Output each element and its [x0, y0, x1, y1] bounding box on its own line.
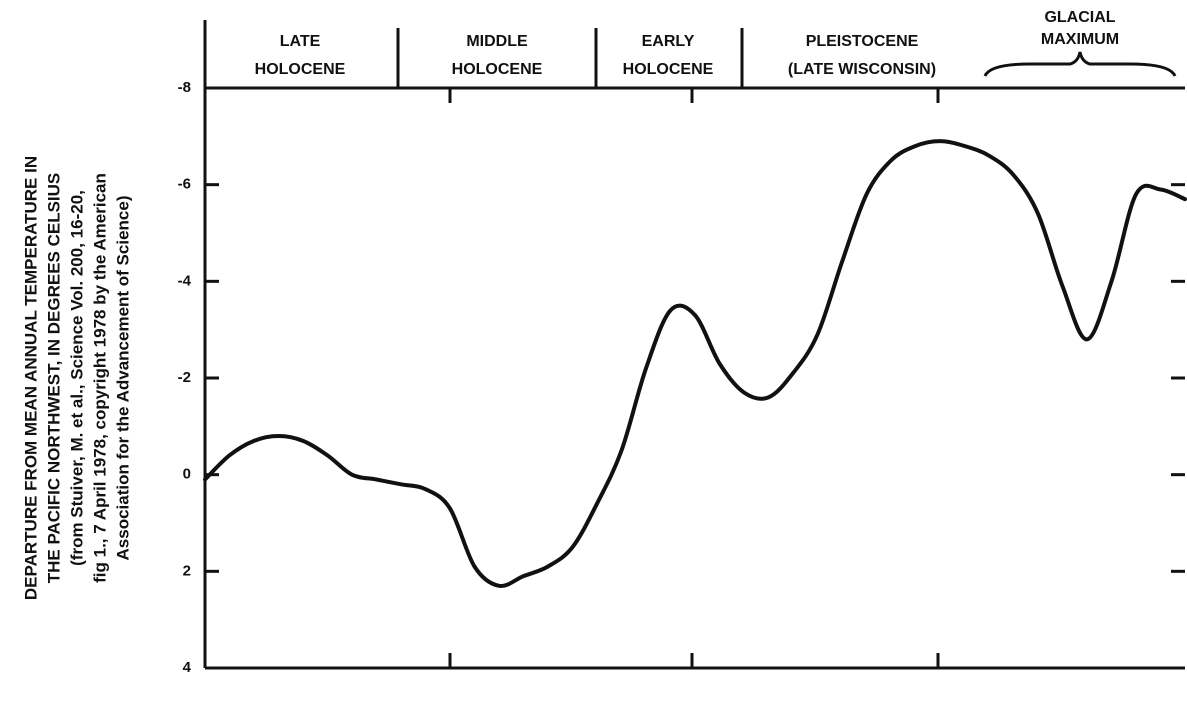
y-axis-label: Association for the Advancement of Scien…	[113, 196, 132, 561]
period-label: MAXIMUM	[1041, 31, 1119, 48]
bracket	[983, 51, 1177, 77]
period-label: PLEISTOCENE	[806, 33, 919, 50]
y-axis-label: (from Stuiver, M. et al., Science Vol. 2…	[67, 190, 86, 566]
y-tick-label: -2	[178, 369, 191, 386]
y-tick-label: -6	[178, 176, 191, 193]
period-label: GLACIAL	[1044, 9, 1115, 26]
period-label: (LATE WISCONSIN)	[788, 61, 936, 78]
y-tick-label: -4	[178, 272, 192, 289]
temperature-line	[203, 139, 1187, 589]
period-label: HOLOCENE	[255, 61, 346, 78]
y-tick-label: 2	[183, 562, 191, 579]
period-label: LATE	[280, 33, 321, 50]
period-label: HOLOCENE	[452, 61, 543, 78]
period-label: MIDDLE	[466, 33, 528, 50]
y-tick-label: 4	[183, 659, 192, 676]
period-label: HOLOCENE	[623, 61, 714, 78]
y-axis-label: DEPARTURE FROM MEAN ANNUAL TEMPERATURE I…	[21, 156, 40, 600]
y-tick-label: -8	[178, 79, 191, 96]
y-axis-label: THE PACIFIC NORTHWEST, IN DEGREES CELSIU…	[44, 173, 63, 584]
x-ticks	[448, 88, 940, 668]
y-tick-label: 0	[183, 466, 191, 483]
y-axis-label: fig 1., 7 April 1978, copyright 1978 by …	[90, 173, 109, 583]
period-label: EARLY	[642, 33, 695, 50]
